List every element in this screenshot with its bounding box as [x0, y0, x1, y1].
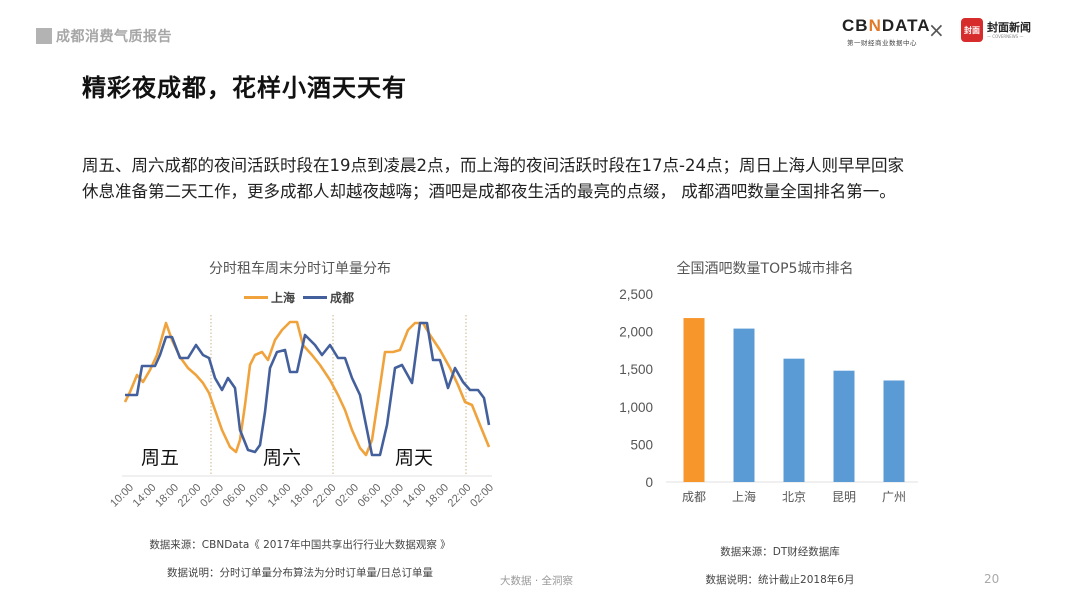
bar-chart-note: 数据说明：统计截止2018年6月	[705, 574, 855, 586]
category-label: 广州	[882, 490, 906, 504]
line-series-成都	[125, 321, 491, 457]
y-tick-label: 1,000	[619, 400, 653, 415]
legend-label-shanghai: 上海	[271, 291, 296, 305]
cbndata-logo-subtitle: 第一财经商业数据中心	[847, 39, 917, 47]
y-tick-label: 2,000	[619, 325, 653, 340]
bar-上海	[733, 328, 755, 482]
category-label: 成都	[682, 490, 706, 504]
summary-line-1: 周五、周六成都的夜间活跃时段在19点到凌晨2点，而上海的夜间活跃时段在17点-2…	[82, 156, 904, 175]
line-chart-title: 分时租车周末分时订单量分布	[209, 261, 391, 277]
legend-item-shanghai: 上海	[244, 289, 295, 306]
page-number: 20	[984, 572, 1000, 586]
legend-label-chengdu: 成都	[330, 291, 355, 305]
category-label: 上海	[732, 489, 756, 504]
bar-成都	[683, 318, 705, 482]
legend-swatch-chengdu-icon	[303, 296, 328, 299]
y-tick-label: 2,500	[619, 287, 653, 302]
cbndata-logo-x: N	[868, 16, 882, 35]
bar-chart-source: 数据来源：DT财经数据库	[720, 546, 840, 558]
bar-昆明	[833, 370, 855, 482]
report-tag: 成都消费气质报告	[36, 26, 172, 46]
page-title: 精彩夜成都，花样小酒天天有	[82, 74, 407, 102]
day-label: 周天	[395, 447, 433, 469]
fengmian-badge-icon: 封面	[961, 18, 983, 42]
fengmian-logo-subtitle: — COVERNEWS —	[987, 33, 1024, 39]
y-tick-label: 1,500	[619, 362, 653, 377]
y-tick-label: 0	[645, 475, 653, 490]
day-label: 周五	[141, 447, 179, 469]
cbndata-logo-text: CB	[842, 16, 869, 35]
legend-swatch-shanghai-icon	[244, 296, 268, 299]
line-chart-legend: 上海 成都	[244, 289, 362, 306]
legend-item-chengdu: 成都	[303, 289, 354, 306]
summary-paragraph: 周五、周六成都的夜间活跃时段在19点到凌晨2点，而上海的夜间活跃时段在17点-2…	[82, 153, 1012, 205]
fengmian-logo: 封面 封面新闻 — COVERNEWS —	[961, 18, 1031, 42]
report-tag-square-icon	[36, 28, 52, 44]
line-chart-source: 数据来源：CBNData《 2017年中国共享出行行业大数据观察 》	[149, 539, 451, 551]
category-label: 昆明	[832, 490, 856, 504]
category-label: 北京	[782, 490, 806, 504]
times-icon: ×	[928, 18, 945, 42]
day-label: 周六	[263, 447, 301, 469]
cbndata-logo: CBNDATA 第一财经商业数据中心	[842, 16, 930, 48]
bar-chart-title: 全国酒吧数量TOP5城市排名	[676, 261, 854, 277]
fengmian-logo-name: 封面新闻	[987, 20, 1031, 34]
report-tag-label: 成都消费气质报告	[56, 29, 172, 45]
footer-slogan: 大数据 · 全洞察	[500, 575, 574, 587]
bar-北京	[783, 358, 805, 482]
line-chart-note: 数据说明：分时订单量分布算法为分时订单量/日总订单量	[166, 567, 434, 579]
cbndata-logo-text-2: DATA	[881, 16, 931, 35]
y-tick-label: 500	[630, 437, 653, 452]
summary-line-2: 休息准备第二天工作，更多成都人却越夜越嗨；酒吧是成都夜生活的最亮的点缀， 成都酒…	[82, 182, 896, 201]
bar-广州	[883, 380, 905, 482]
